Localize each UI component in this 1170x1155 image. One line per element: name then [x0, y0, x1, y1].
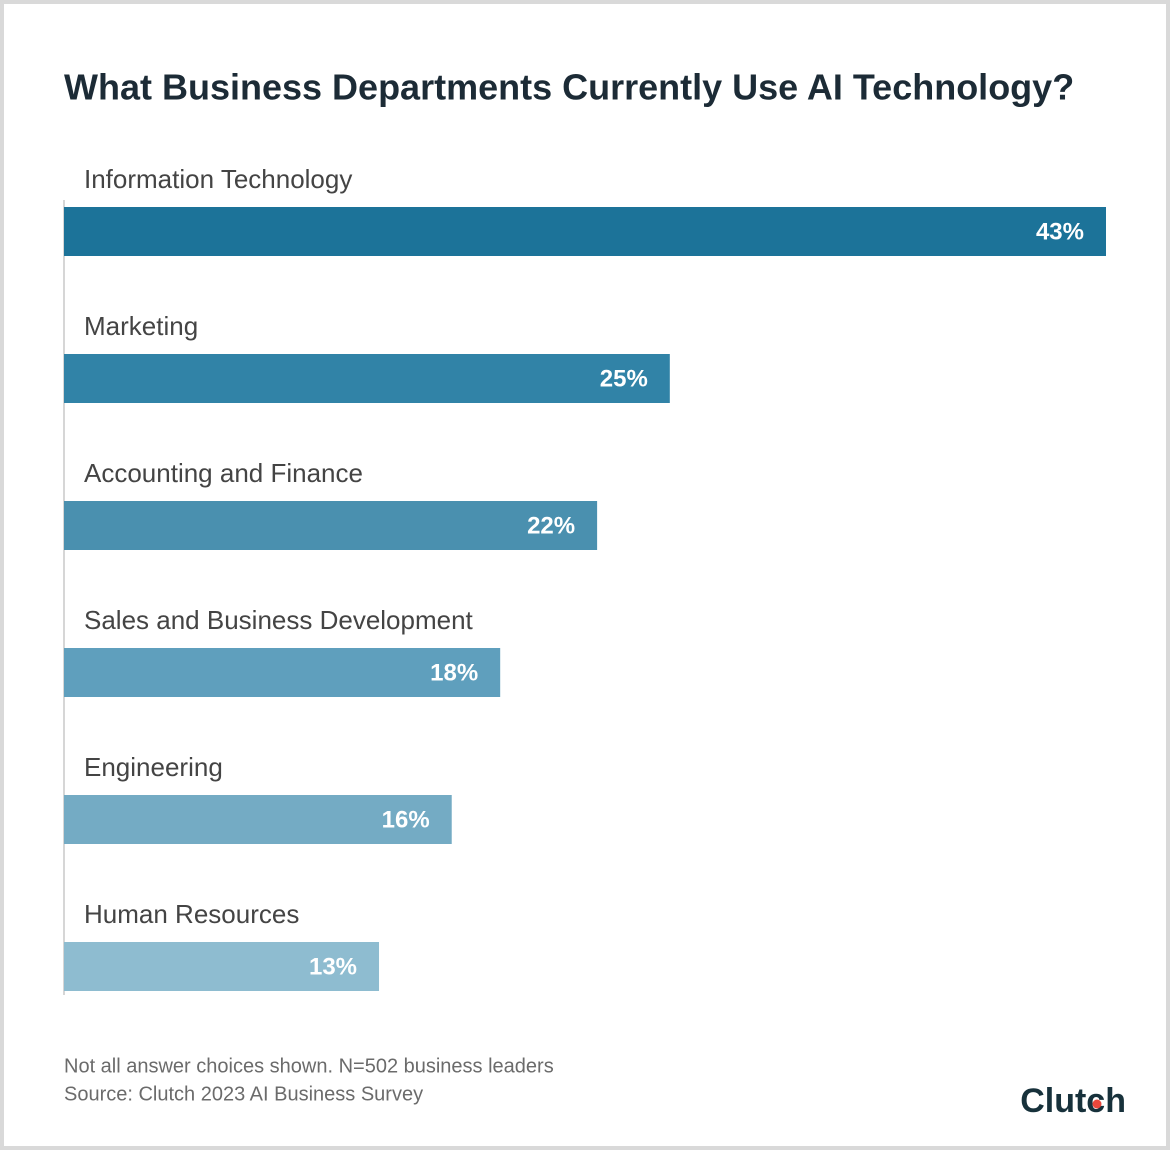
category-label: Sales and Business Development	[84, 605, 474, 635]
category-label: Human Resources	[84, 899, 299, 929]
value-label: 16%	[382, 806, 430, 833]
value-label: 43%	[1036, 218, 1084, 245]
category-label: Information Technology	[84, 164, 352, 194]
bar	[64, 207, 1106, 256]
value-label: 13%	[309, 953, 357, 980]
bar	[64, 354, 670, 403]
bar	[64, 648, 501, 697]
category-label: Marketing	[84, 311, 198, 341]
brand-logo: Clutch	[1020, 1082, 1126, 1120]
bar	[64, 795, 452, 844]
footnote: Not all answer choices shown. N=502 busi…	[64, 1055, 554, 1077]
bar	[64, 501, 598, 550]
category-label: Engineering	[84, 752, 223, 782]
value-label: 25%	[600, 365, 648, 392]
value-label: 18%	[430, 659, 478, 686]
bar	[64, 942, 380, 991]
logo-dot	[1092, 1099, 1102, 1109]
source: Source: Clutch 2023 AI Business Survey	[64, 1083, 423, 1105]
value-label: 22%	[527, 512, 575, 539]
category-label: Accounting and Finance	[84, 458, 363, 488]
chart-title: What Business Departments Currently Use …	[64, 67, 1074, 108]
